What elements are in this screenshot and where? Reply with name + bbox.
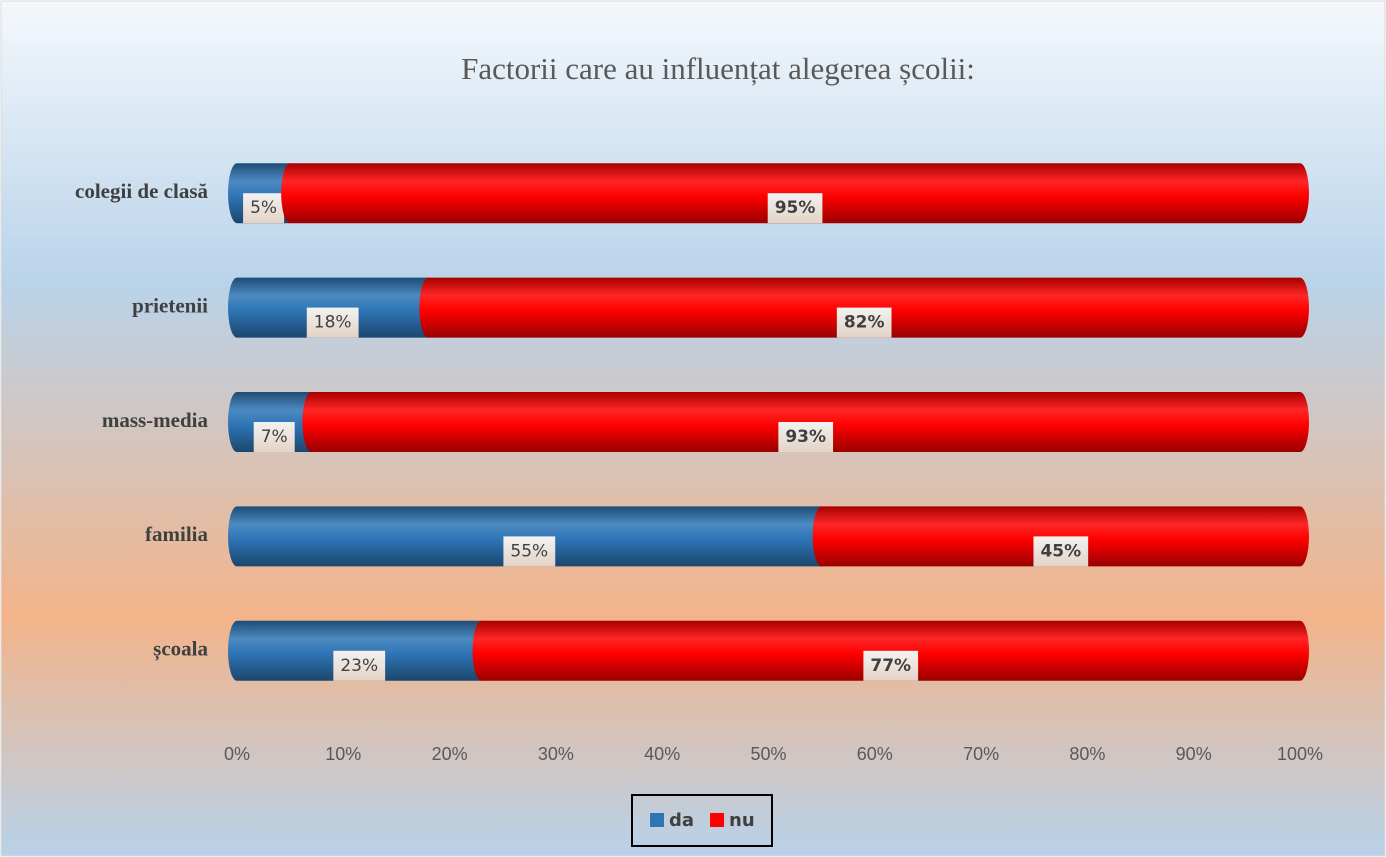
- data-label-box: [243, 193, 285, 224]
- x-tick-label: 70%: [963, 744, 999, 764]
- data-label: 55%: [510, 541, 548, 561]
- data-label-box: [778, 422, 834, 452]
- x-tick-label: 60%: [857, 744, 893, 764]
- legend-swatch: [650, 813, 664, 827]
- legend-box: [631, 794, 773, 847]
- chart-title: Factorii care au influențat alegerea șco…: [461, 51, 975, 86]
- y-tick-label: mass-media: [102, 408, 209, 432]
- data-label: 93%: [785, 427, 826, 447]
- data-label: 77%: [870, 656, 911, 676]
- x-tick-label: 30%: [538, 744, 574, 764]
- x-tick-label: 0%: [224, 744, 250, 764]
- x-tick-label: 90%: [1176, 744, 1212, 764]
- y-tick-label: familia: [145, 522, 208, 546]
- x-tick-label: 40%: [644, 744, 680, 764]
- data-label: 82%: [844, 313, 885, 333]
- data-label-box: [836, 307, 892, 338]
- data-label-box: [333, 650, 386, 681]
- legend-label: nu: [729, 810, 755, 831]
- legend-label: da: [669, 810, 694, 831]
- y-tick-label: colegii de clasă: [75, 179, 208, 203]
- x-tick-label: 80%: [1069, 744, 1105, 764]
- data-label-box: [503, 536, 556, 567]
- y-tick-label: prietenii: [132, 293, 208, 317]
- x-tick-label: 100%: [1277, 744, 1323, 764]
- data-label-box: [306, 307, 359, 338]
- data-label-box: [767, 193, 823, 224]
- x-tick-label: 20%: [432, 744, 468, 764]
- data-label: 18%: [314, 313, 352, 333]
- y-tick-label: școala: [153, 637, 208, 662]
- data-label: 95%: [775, 198, 816, 218]
- data-label: 23%: [340, 656, 378, 676]
- data-label: 5%: [250, 198, 277, 218]
- x-tick-label: 10%: [325, 744, 361, 764]
- data-label: 7%: [261, 427, 288, 447]
- data-label-box: [1033, 536, 1089, 567]
- data-label-box: [863, 650, 919, 681]
- data-label: 45%: [1040, 541, 1081, 561]
- data-label-box: [253, 422, 295, 452]
- legend-swatch: [710, 813, 725, 827]
- x-tick-label: 50%: [750, 744, 786, 764]
